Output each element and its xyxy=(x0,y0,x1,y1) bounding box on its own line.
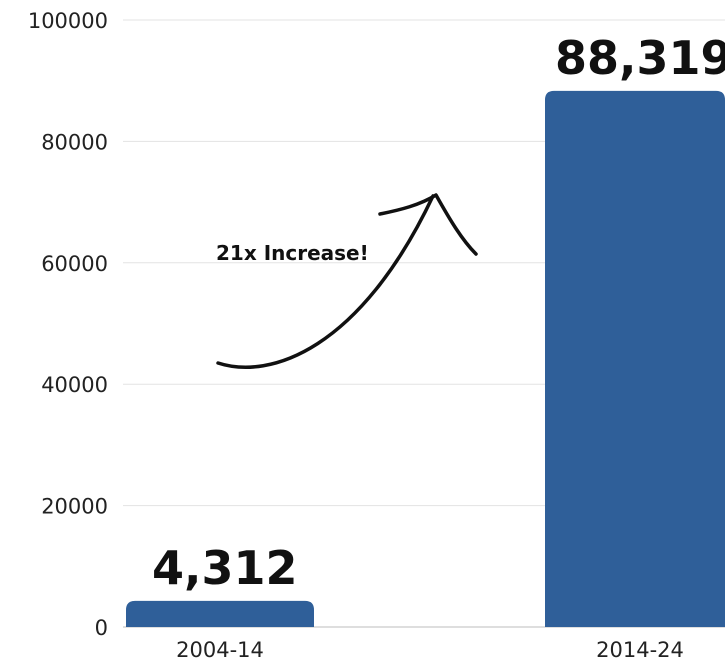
annotation-text: 21x Increase! xyxy=(216,241,369,265)
bar-2014-24 xyxy=(545,90,725,627)
bar-value-label: 88,319 xyxy=(555,31,725,85)
x-category-label: 2004-14 xyxy=(176,638,264,662)
arrowhead-icon xyxy=(378,193,478,256)
y-tick-label: 100000 xyxy=(28,9,108,33)
y-tick-label: 60000 xyxy=(41,252,108,276)
y-tick-label: 0 xyxy=(95,616,108,640)
increase-annotation: 21x Increase! xyxy=(216,193,478,369)
bar-value-label: 4,312 xyxy=(152,541,298,595)
y-tick-label: 40000 xyxy=(41,373,108,397)
bars-layer: 4,312 88,319 xyxy=(126,31,725,627)
y-axis-ticks: 0 20000 40000 60000 80000 100000 xyxy=(28,9,108,640)
x-axis-labels: 2004-14 2014-24 xyxy=(176,638,684,662)
y-tick-label: 80000 xyxy=(41,130,108,154)
curved-arrow-icon xyxy=(216,194,435,369)
y-tick-label: 20000 xyxy=(41,495,108,519)
x-category-label: 2014-24 xyxy=(596,638,684,662)
bar-2004-14 xyxy=(126,600,314,627)
